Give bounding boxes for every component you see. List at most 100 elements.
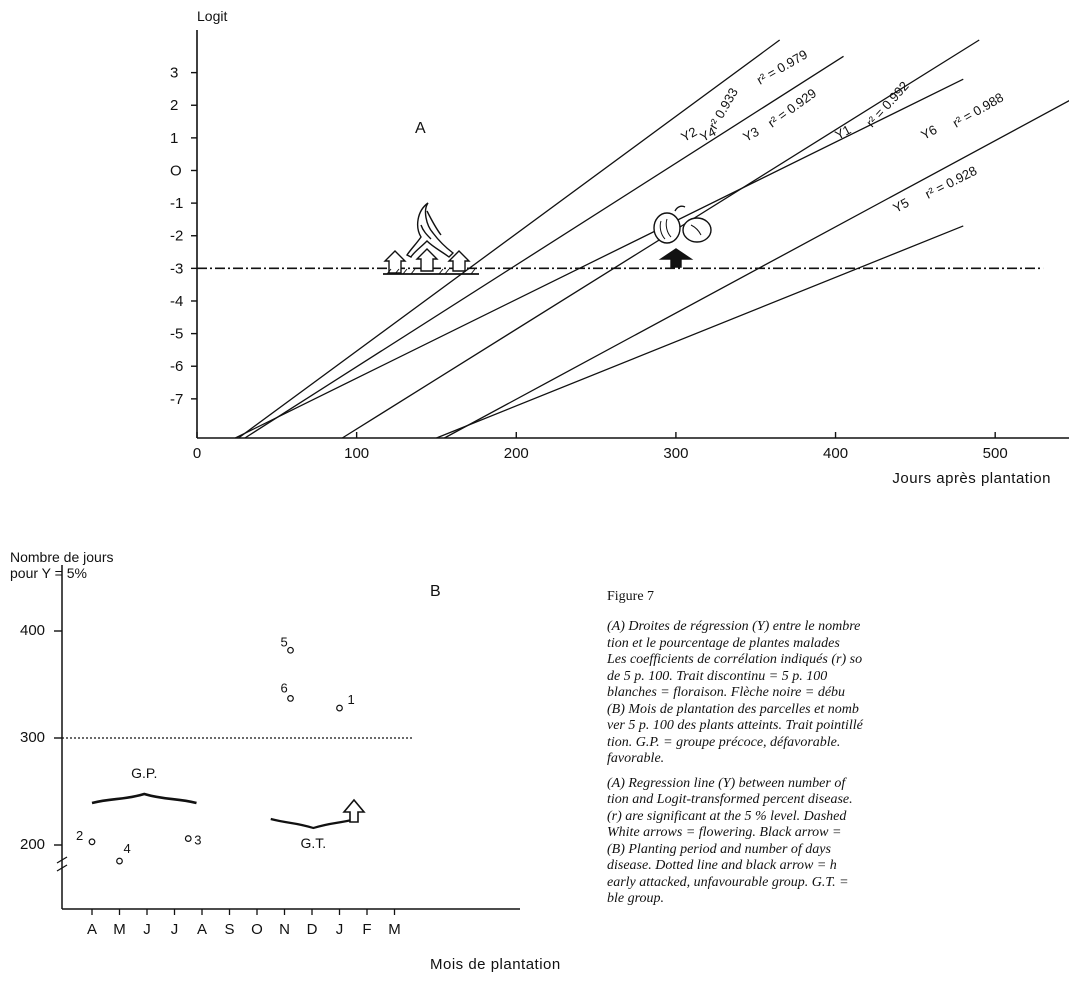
y-tick-label: -5 [170, 326, 183, 343]
caption-line: tion and Logit-transformed percent disea… [607, 792, 853, 807]
chart-b-xlabel: Mois de plantation [430, 956, 561, 973]
series-label: Y3 [740, 124, 761, 145]
chart-a: 0 100 200 300 400 500 3 2 1 O -1 -2 -3 -4 -5 -6 -7 Y1 r² … [170, 8, 1069, 487]
y-tick-label: -2 [170, 228, 183, 245]
group-label: G.T. [301, 835, 327, 851]
x-tick-label: A [197, 921, 207, 938]
caption-line: (B) Planting period and number of days [607, 841, 831, 857]
y-tick-label: -6 [170, 358, 183, 375]
harvest-arrow-icon [342, 798, 366, 823]
regression-line-y2 [238, 39, 781, 439]
x-tick-label: J [143, 921, 151, 938]
caption-line: (r) are significant at the 5 % level. Da… [607, 808, 847, 824]
data-point [287, 646, 294, 654]
point-label: 4 [124, 841, 131, 856]
fruit-icon [653, 205, 712, 268]
series-label: Y4 [697, 124, 718, 145]
y-tick-label: -7 [170, 391, 183, 408]
r2-label: r² = 0.928 [923, 163, 980, 202]
chart-a-xlabel: Jours après plantation [892, 470, 1051, 487]
caption-english: (A) Regression line (Y) between number o… [607, 776, 1069, 908]
y-tick-label: 300 [20, 729, 45, 746]
y-tick-label: 3 [170, 65, 178, 82]
chart-b-points: 1 2 3 4 5 6 [76, 634, 355, 865]
x-tick-label: J [336, 921, 344, 938]
x-tick-label: S [224, 921, 234, 938]
data-point [336, 704, 343, 712]
chart-b-ylabel-line2: pour Y = 5% [10, 565, 87, 581]
data-point [88, 838, 96, 846]
caption-french: (A) Droites de régression (Y) entre le n… [607, 619, 1069, 768]
y-tick-label: -1 [170, 195, 183, 212]
y-tick-label: -3 [170, 260, 183, 277]
y-tick-label: -4 [170, 293, 183, 310]
x-tick-label: 400 [823, 445, 848, 462]
regression-line-y5 [436, 225, 964, 439]
r2-label: r² = 0.992 [863, 78, 912, 130]
group-brace [91, 792, 197, 805]
chart-a-panel-label: A [415, 120, 426, 137]
data-point [184, 835, 192, 842]
x-tick-label: M [113, 921, 126, 938]
point-label: 3 [194, 833, 201, 848]
x-tick-label: N [279, 921, 290, 938]
caption-line: tion et le pourcentage de plantes malade… [607, 635, 840, 651]
x-tick-label: J [171, 921, 179, 938]
caption-line: favorable. [607, 751, 665, 766]
caption-line: ver 5 p. 100 des plants atteints. Trait … [607, 718, 863, 733]
x-tick-label: 100 [344, 445, 369, 462]
point-label: 5 [281, 634, 288, 649]
x-tick-label: 0 [193, 445, 201, 462]
chart-a-annotations [383, 202, 712, 275]
regression-line-y3 [235, 78, 964, 439]
caption-line: White arrows = flowering. Black arrow = [607, 825, 842, 840]
chart-b-groups: G.P. G.T. [91, 765, 357, 851]
data-point [116, 857, 123, 865]
caption-line: Les coefficients de corrélation indiqués… [607, 652, 863, 667]
chart-a-ylabel: Logit [197, 8, 227, 24]
caption-line: ble group. [607, 891, 665, 906]
chart-b-ylabel-line1: Nombre de jours [10, 549, 114, 565]
chart-b-axes [56, 565, 520, 910]
series-label: Y2 [678, 124, 699, 145]
y-tick-label: 2 [170, 97, 178, 114]
caption-line: tion. G.P. = groupe précoce, défavorable… [607, 734, 841, 750]
chart-a-ticks: 0 100 200 300 400 500 3 2 1 O -1 -2 -3 -4 -5 -6 -7 [170, 65, 1008, 462]
y-tick-label: O [170, 162, 182, 179]
y-tick-label: 1 [170, 130, 178, 147]
x-tick-label: 300 [663, 445, 688, 462]
x-tick-label: A [87, 921, 97, 938]
x-tick-label: 200 [504, 445, 529, 462]
point-label: 2 [76, 828, 83, 843]
regression-line-y6 [444, 100, 1069, 439]
r2-label: r² = 0.929 [765, 85, 819, 130]
axis-break [56, 864, 68, 872]
caption-line: (A) Regression line (Y) between number o… [607, 775, 846, 791]
y-tick-label: 400 [20, 622, 45, 639]
data-point [287, 695, 294, 702]
caption-line: blanches = floraison. Flèche noire = déb… [607, 685, 846, 700]
series-label: Y1 [832, 122, 853, 143]
y-tick-label: 200 [20, 836, 45, 853]
r2-label: r² = 0.988 [950, 90, 1006, 131]
series-label: Y6 [918, 122, 939, 143]
group-brace [270, 817, 357, 830]
x-tick-label: D [307, 921, 318, 938]
chart-b-panel-label: B [430, 583, 441, 600]
x-tick-label: M [388, 921, 401, 938]
point-label: 1 [348, 692, 355, 707]
series-label: Y5 [890, 195, 911, 216]
flowering-icon [383, 202, 479, 275]
group-label: G.P. [131, 765, 157, 781]
figure-caption: Figure 7 (A) Droites de régression (Y) e… [607, 589, 1069, 916]
caption-line: de 5 p. 100. Trait discontinu = 5 p. 100 [607, 668, 828, 684]
x-tick-label: O [251, 921, 263, 938]
figure-title: Figure 7 [607, 589, 655, 604]
caption-line: (A) Droites de régression (Y) entre le n… [607, 619, 861, 634]
point-label: 6 [281, 680, 288, 695]
regression-line-y4 [244, 55, 844, 439]
caption-line: (B) Mois de plantation des parcelles et … [607, 701, 859, 717]
